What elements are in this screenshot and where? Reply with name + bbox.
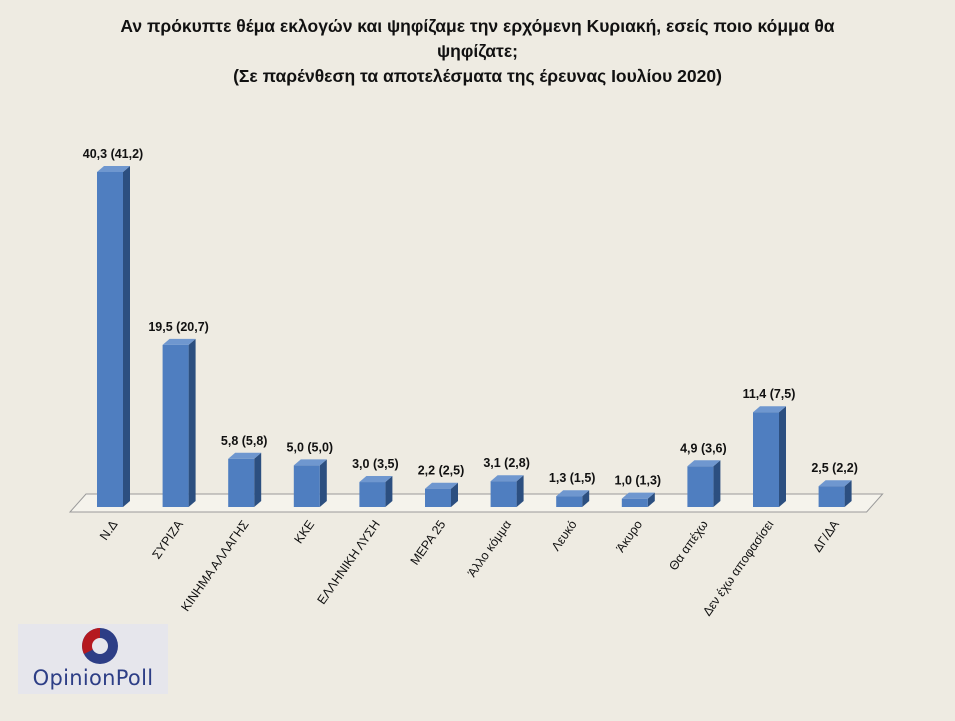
bar-side-5	[385, 476, 393, 507]
bar-4	[293, 459, 327, 507]
category-label-2: ΣΥΡΙΖΑ	[149, 517, 186, 561]
bar-front-1	[97, 172, 123, 507]
bar-front-3	[228, 458, 255, 507]
category-label-11: Δεν έχω αποφασίσει	[700, 518, 777, 619]
bar-top-5	[359, 476, 393, 483]
bar-side-6	[451, 482, 458, 507]
bar-top-9	[621, 492, 655, 499]
data-label-6: 2,2 (2,5)	[418, 464, 465, 478]
logo-mark-icon	[82, 628, 118, 664]
chart-title-line-1: Αν πρόκυπτε θέμα εκλογών και ψηφίζαμε τη…	[120, 16, 835, 36]
bar-top-7	[490, 475, 524, 482]
opinionpoll-logo: OpinionPoll	[18, 624, 168, 694]
bar-front-4	[293, 465, 320, 507]
data-label-2: 19,5 (20,7)	[148, 320, 208, 334]
data-label-12: 2,5 (2,2)	[811, 461, 858, 475]
bar-side-4	[319, 459, 327, 507]
bar-side-2	[188, 338, 196, 507]
bar-11	[753, 406, 786, 507]
bar-front-11	[753, 412, 779, 507]
category-label-10: Θα απέχω	[666, 518, 711, 574]
bar-12	[818, 480, 852, 507]
chart-title: Αν πρόκυπτε θέμα εκλογών και ψηφίζαμε τη…	[40, 14, 915, 89]
bar-side-9	[647, 492, 655, 507]
bar-side-10	[713, 460, 721, 507]
bar-top-3	[228, 452, 262, 459]
bar-7	[490, 475, 524, 507]
data-label-9: 1,0 (1,3)	[615, 474, 662, 488]
bar-front-2	[162, 344, 189, 507]
data-label-10: 4,9 (3,6)	[680, 441, 727, 455]
logo-text: OpinionPoll	[32, 666, 154, 690]
category-label-4: ΚΚΕ	[291, 518, 317, 547]
bar-5	[359, 476, 393, 507]
bar-2	[162, 338, 196, 507]
chart-title-line-2: ψηφίζατε;	[436, 41, 519, 61]
bar-side-1	[123, 166, 130, 507]
bar-side-12	[844, 480, 852, 507]
category-label-5: ΕΛΛΗΝΙΚΗ ΛΥΣΗ	[314, 518, 382, 607]
bar-side-3	[254, 452, 262, 507]
data-label-7: 3,1 (2,8)	[483, 456, 530, 470]
category-label-3: ΚΙΝΗΜΑ ΑΛΛΑΓΗΣ	[178, 517, 251, 613]
category-label-12: ΔΓ/ΔΑ	[810, 517, 842, 555]
bar-front-10	[687, 466, 714, 507]
data-label-5: 3,0 (3,5)	[352, 457, 399, 471]
bar-top-1	[97, 166, 130, 172]
bar-front-7	[490, 481, 517, 507]
bar-side-7	[516, 475, 524, 507]
category-label-7: Άλλο κόμμα	[465, 518, 514, 580]
data-label-4: 5,0 (5,0)	[287, 440, 334, 454]
chart-floor	[68, 493, 884, 513]
chart-title-line-3: (Σε παρένθεση τα αποτελέσματα της έρευνα…	[233, 66, 722, 86]
bar-front-9	[621, 498, 648, 507]
bar-front-12	[818, 486, 845, 507]
bar-front-5	[359, 482, 386, 507]
category-label-6: ΜΕΡΑ 25	[408, 518, 449, 568]
category-label-1: Ν.Δ	[97, 518, 120, 543]
bar-9	[621, 492, 655, 507]
bar-front-8	[556, 496, 583, 507]
bar-top-10	[687, 460, 721, 467]
bar-side-11	[779, 406, 786, 507]
bar-top-4	[293, 459, 327, 466]
bar-front-6	[425, 488, 451, 507]
bar-1	[97, 166, 130, 507]
bar-6	[425, 482, 458, 507]
bar-10	[687, 460, 721, 507]
bar-8	[556, 490, 590, 507]
data-label-1: 40,3 (41,2)	[83, 147, 143, 161]
bar-3	[228, 452, 262, 507]
category-label-8: Λευκό	[549, 518, 580, 554]
bar-top-6	[425, 482, 458, 489]
data-label-8: 1,3 (1,5)	[549, 471, 596, 485]
bar-top-11	[753, 406, 786, 413]
category-label-9: Άκυρο	[613, 518, 645, 555]
data-label-3: 5,8 (5,8)	[221, 434, 268, 448]
bar-top-12	[818, 480, 852, 487]
bar-top-2	[162, 338, 196, 345]
data-label-11: 11,4 (7,5)	[743, 387, 796, 401]
bar-side-8	[582, 490, 590, 507]
bar-top-8	[556, 490, 590, 497]
